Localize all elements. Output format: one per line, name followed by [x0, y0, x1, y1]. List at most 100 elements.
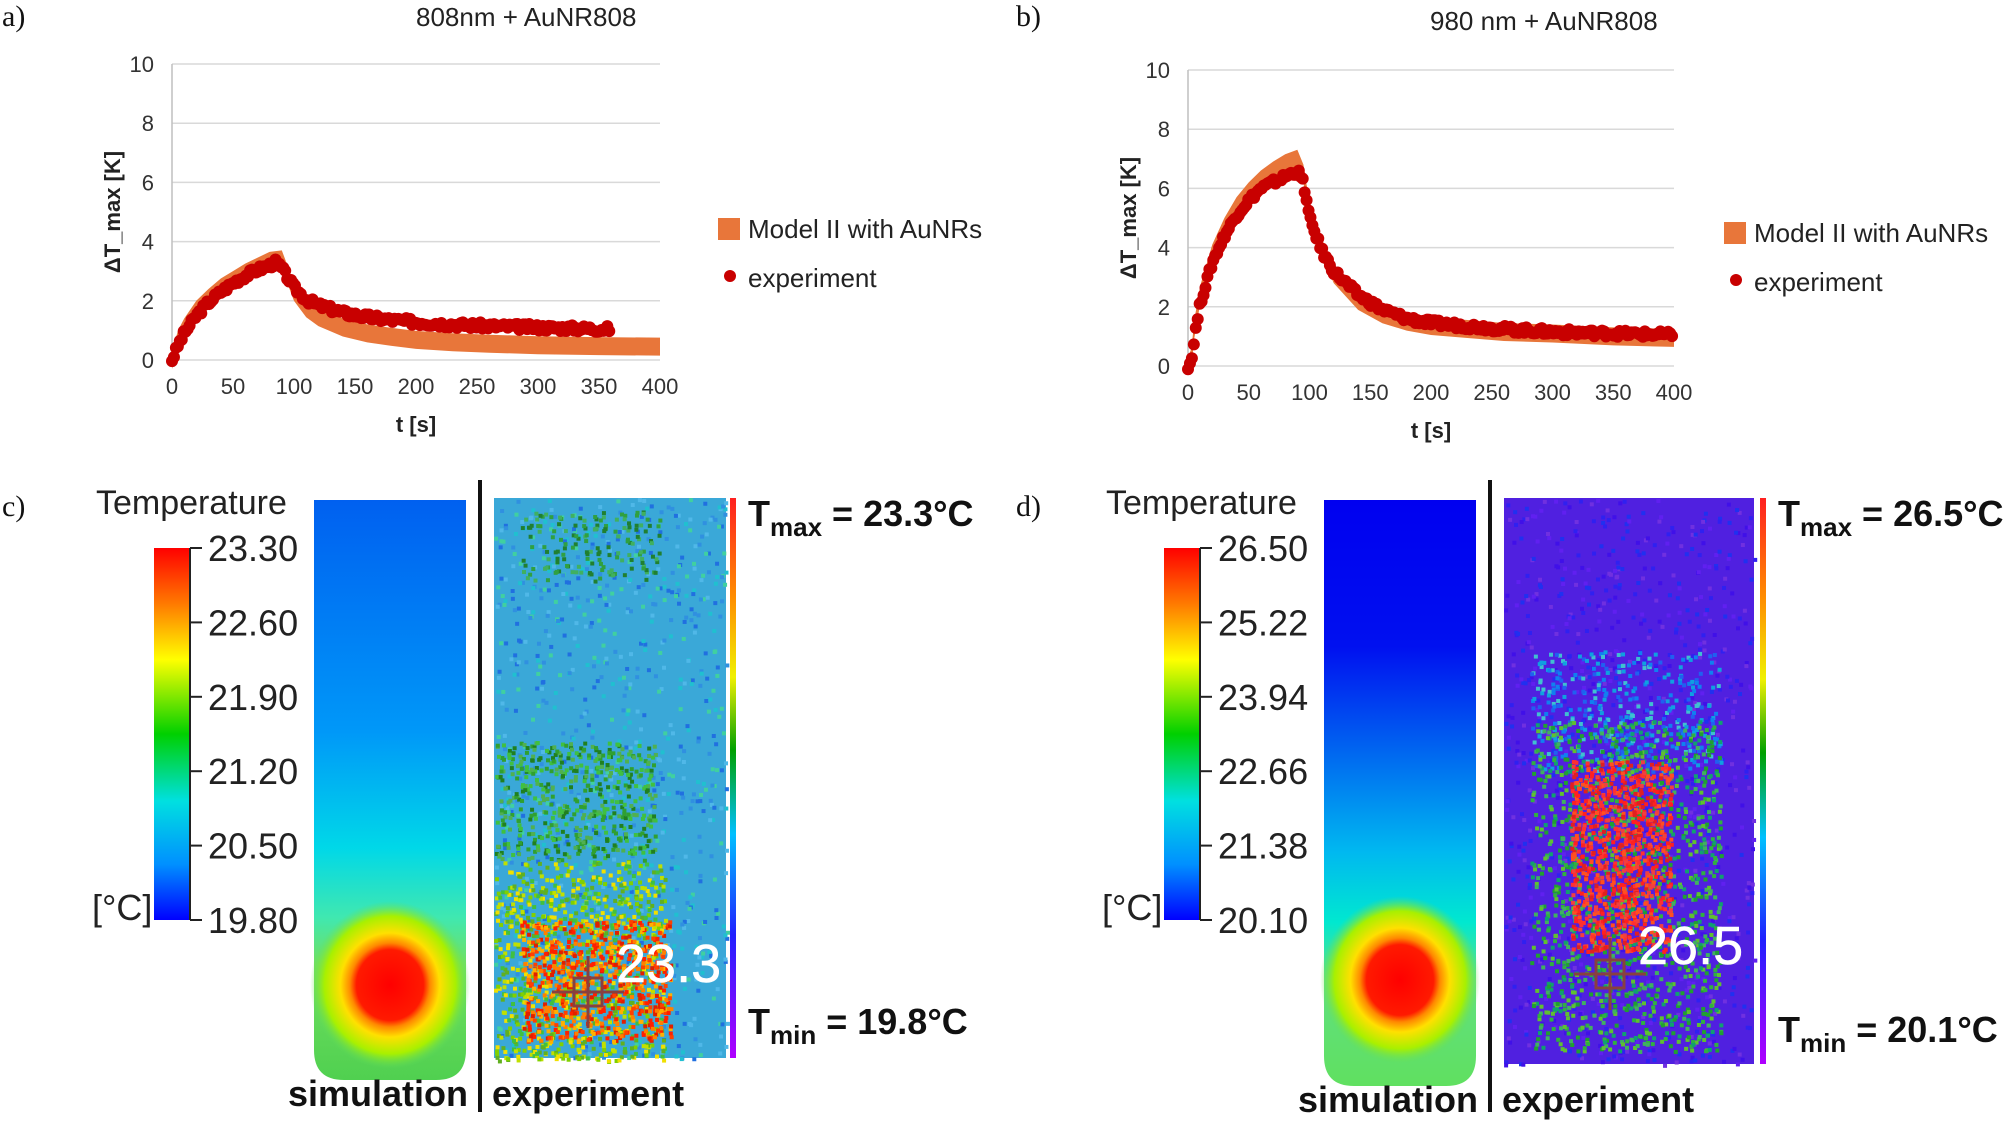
- thermal-pixel: [723, 933, 728, 938]
- thermal-pixel: [510, 1035, 515, 1040]
- thermal-pixel: [521, 951, 526, 956]
- thermal-pixel: [503, 577, 508, 582]
- thermal-pixel: [1648, 662, 1653, 667]
- thermal-pixel: [1609, 744, 1614, 749]
- thermal-pixel: [530, 758, 535, 763]
- thermal-pixel: [626, 960, 631, 965]
- thermal-pixel: [598, 792, 603, 797]
- thermal-pixel: [494, 865, 499, 870]
- thermal-pixel: [582, 992, 587, 997]
- thermal-pixel: [1572, 676, 1577, 681]
- thermal-pixel: [581, 840, 586, 845]
- colorbar-tick-label: 22.66: [1218, 751, 1308, 792]
- thermal-pixel: [659, 1008, 664, 1013]
- thermal-pixel: [1691, 711, 1696, 716]
- thermal-pixel: [547, 820, 552, 825]
- thermal-pixel: [640, 965, 645, 970]
- thermal-pixel: [575, 1001, 580, 1006]
- thermal-pixel: [1608, 678, 1613, 683]
- thermal-pixel: [623, 977, 628, 982]
- thermal-pixel: [1725, 698, 1730, 703]
- thermal-pixel: [1750, 847, 1755, 852]
- thermal-pixel: [1651, 950, 1656, 955]
- thermal-pixel: [618, 1031, 623, 1036]
- thermal-pixel: [1691, 654, 1696, 659]
- thermal-pixel: [622, 966, 627, 971]
- thermal-pixel: [616, 972, 621, 977]
- thermal-pixel: [538, 664, 543, 669]
- thermal-pixel: [570, 965, 575, 970]
- thermal-pixel: [619, 799, 624, 804]
- thermal-pixel: [1515, 740, 1520, 745]
- thermal-pixel: [632, 812, 637, 817]
- thermal-pixel: [511, 1002, 516, 1007]
- thermal-pixel: [1744, 769, 1749, 774]
- thermal-pixel: [1736, 956, 1741, 961]
- thermal-pixel: [1521, 680, 1526, 685]
- thermal-pixel: [645, 905, 650, 910]
- thermal-pixel: [562, 852, 567, 857]
- thermal-pixel: [641, 947, 646, 952]
- thermal-pixel: [505, 806, 510, 811]
- thermal-pixel: [1685, 779, 1690, 784]
- thermal-pixel: [558, 950, 563, 955]
- thermal-pixel: [664, 998, 669, 1003]
- thermal-pixel: [589, 1017, 594, 1022]
- thermal-pixel: [547, 971, 552, 976]
- thermal-pixel: [1697, 1015, 1702, 1020]
- thermal-pixel: [1512, 1024, 1517, 1029]
- thermal-pixel: [522, 906, 527, 911]
- thermal-pixel: [545, 956, 550, 961]
- thermal-pixel: [549, 823, 554, 828]
- tmin-value: = 19.8°C: [816, 1001, 968, 1042]
- thermal-pixel: [638, 904, 643, 909]
- thermal-pixel: [1529, 675, 1534, 680]
- thermal-pixel: [643, 915, 648, 920]
- thermal-pixel: [674, 594, 679, 599]
- thermal-pixel: [1717, 985, 1722, 990]
- thermal-pixel: [1538, 680, 1543, 685]
- thermal-pixel: [1623, 777, 1628, 782]
- thermal-pixel: [1689, 692, 1694, 697]
- thermal-pixel: [1596, 657, 1601, 662]
- thermal-pixel: [613, 898, 618, 903]
- thermal-pixel: [601, 1044, 606, 1049]
- thermal-pixel: [637, 911, 642, 916]
- thermal-pixel: [1731, 915, 1736, 920]
- thermal-pixel: [523, 862, 528, 867]
- thermal-pixel: [1702, 648, 1707, 653]
- thermal-pixel: [1574, 582, 1579, 587]
- thermal-pixel: [669, 963, 674, 968]
- thermal-pixel: [1655, 738, 1660, 743]
- tmax-label: Tmax = 23.3°C: [748, 493, 974, 542]
- thermal-pixel: [1551, 682, 1556, 687]
- thermal-pixel: [512, 552, 517, 557]
- thermal-pixel: [586, 822, 591, 827]
- thermal-pixel: [575, 808, 580, 813]
- thermal-pixel: [1617, 670, 1622, 675]
- thermal-pixel: [1681, 657, 1686, 662]
- thermal-pixel: [662, 1003, 667, 1008]
- thermal-pixel: [590, 981, 595, 986]
- thermal-pixel: [628, 816, 633, 821]
- thermal-pixel: [658, 864, 663, 869]
- thermal-pixel: [646, 839, 651, 844]
- thermal-pixel: [620, 755, 625, 760]
- y-tick-label: 6: [1158, 176, 1170, 201]
- thermal-pixel: [1707, 849, 1712, 854]
- thermal-pixel: [514, 1014, 519, 1019]
- thermal-pixel: [632, 922, 637, 927]
- thermal-pixel: [1734, 936, 1739, 941]
- thermal-pixel: [502, 985, 507, 990]
- thermal-pixel: [1676, 725, 1681, 730]
- thermal-pixel: [650, 994, 655, 999]
- thermal-pixel: [717, 714, 722, 719]
- thermal-pixel: [506, 841, 511, 846]
- thermal-pixel: [509, 977, 514, 982]
- thermal-pixel: [583, 624, 588, 629]
- thermal-pixel: [1651, 566, 1656, 571]
- thermal-pixel: [525, 947, 530, 952]
- thermal-pixel: [510, 885, 515, 890]
- thermal-pixel: [1687, 619, 1692, 624]
- colorbar-title: Temperature: [96, 484, 287, 522]
